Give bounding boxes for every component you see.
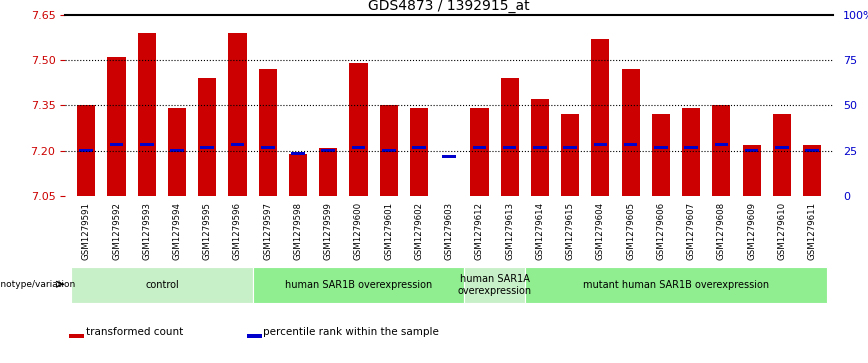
Bar bbox=[71, 267, 253, 303]
Bar bbox=[410, 108, 428, 196]
Bar bbox=[714, 143, 728, 146]
Bar bbox=[319, 148, 338, 196]
Text: GSM1279602: GSM1279602 bbox=[414, 202, 424, 260]
Bar bbox=[228, 33, 247, 196]
Bar bbox=[247, 334, 261, 338]
Bar bbox=[503, 146, 516, 149]
Text: genotype/variation: genotype/variation bbox=[0, 280, 76, 289]
Text: human SAR1A
overexpression: human SAR1A overexpression bbox=[457, 274, 531, 296]
Bar bbox=[198, 78, 216, 196]
Bar bbox=[253, 267, 464, 303]
Bar bbox=[652, 114, 670, 196]
Text: GSM1279598: GSM1279598 bbox=[293, 202, 302, 260]
Text: GSM1279597: GSM1279597 bbox=[263, 202, 273, 260]
Bar bbox=[775, 146, 789, 149]
Bar bbox=[654, 146, 667, 149]
Bar bbox=[289, 154, 307, 196]
Bar bbox=[806, 149, 819, 152]
Bar bbox=[261, 146, 274, 149]
Bar bbox=[713, 105, 731, 196]
Bar bbox=[591, 39, 609, 196]
Text: GSM1279605: GSM1279605 bbox=[626, 202, 635, 260]
Bar bbox=[621, 69, 640, 196]
Text: GSM1279603: GSM1279603 bbox=[444, 202, 454, 260]
Text: GSM1279615: GSM1279615 bbox=[566, 202, 575, 260]
Bar bbox=[531, 99, 549, 196]
Text: GSM1279614: GSM1279614 bbox=[536, 202, 544, 260]
Bar bbox=[464, 267, 525, 303]
Bar bbox=[382, 149, 396, 152]
Bar bbox=[379, 105, 398, 196]
Text: control: control bbox=[145, 280, 179, 290]
Bar bbox=[624, 143, 637, 146]
Bar bbox=[443, 155, 456, 158]
Text: GSM1279607: GSM1279607 bbox=[687, 202, 695, 260]
Text: GSM1279609: GSM1279609 bbox=[747, 202, 756, 260]
Bar bbox=[745, 149, 759, 152]
Text: GSM1279600: GSM1279600 bbox=[354, 202, 363, 260]
Bar bbox=[594, 143, 608, 146]
Bar bbox=[321, 149, 335, 152]
Bar bbox=[168, 108, 186, 196]
Bar bbox=[470, 108, 489, 196]
Text: GSM1279596: GSM1279596 bbox=[233, 202, 242, 260]
Bar bbox=[231, 143, 244, 146]
Text: GSM1279612: GSM1279612 bbox=[475, 202, 484, 260]
Text: GSM1279613: GSM1279613 bbox=[505, 202, 514, 260]
Bar bbox=[352, 146, 365, 149]
Text: human SAR1B overexpression: human SAR1B overexpression bbox=[285, 280, 432, 290]
Bar bbox=[412, 146, 425, 149]
Bar bbox=[170, 149, 184, 152]
Text: GSM1279606: GSM1279606 bbox=[656, 202, 666, 260]
Text: GSM1279608: GSM1279608 bbox=[717, 202, 726, 260]
Bar bbox=[259, 69, 277, 196]
Bar bbox=[201, 146, 214, 149]
Bar bbox=[684, 146, 698, 149]
Text: GSM1279611: GSM1279611 bbox=[807, 202, 817, 260]
Bar bbox=[138, 33, 156, 196]
Text: GSM1279601: GSM1279601 bbox=[385, 202, 393, 260]
Bar bbox=[803, 144, 821, 196]
Title: GDS4873 / 1392915_at: GDS4873 / 1392915_at bbox=[368, 0, 530, 13]
Bar bbox=[77, 105, 95, 196]
Bar bbox=[525, 267, 827, 303]
Bar bbox=[140, 143, 154, 146]
Bar bbox=[69, 334, 84, 338]
Bar bbox=[533, 146, 547, 149]
Text: GSM1279594: GSM1279594 bbox=[173, 202, 181, 260]
Bar bbox=[563, 146, 577, 149]
Bar bbox=[682, 108, 700, 196]
Bar bbox=[291, 152, 305, 155]
Bar bbox=[109, 143, 123, 146]
Text: GSM1279591: GSM1279591 bbox=[82, 202, 91, 260]
Bar bbox=[80, 149, 93, 152]
Bar bbox=[773, 114, 791, 196]
Text: GSM1279599: GSM1279599 bbox=[324, 202, 332, 260]
Text: GSM1279595: GSM1279595 bbox=[203, 202, 212, 260]
Text: GSM1279604: GSM1279604 bbox=[596, 202, 605, 260]
Text: percentile rank within the sample: percentile rank within the sample bbox=[263, 327, 439, 337]
Text: GSM1279610: GSM1279610 bbox=[778, 202, 786, 260]
Text: mutant human SAR1B overexpression: mutant human SAR1B overexpression bbox=[583, 280, 769, 290]
Text: GSM1279592: GSM1279592 bbox=[112, 202, 121, 260]
Text: GSM1279593: GSM1279593 bbox=[142, 202, 151, 260]
Bar bbox=[473, 146, 486, 149]
Bar bbox=[501, 78, 519, 196]
Text: transformed count: transformed count bbox=[86, 327, 183, 337]
Bar bbox=[561, 114, 579, 196]
Bar bbox=[742, 144, 760, 196]
Bar bbox=[108, 57, 126, 196]
Bar bbox=[350, 63, 367, 196]
